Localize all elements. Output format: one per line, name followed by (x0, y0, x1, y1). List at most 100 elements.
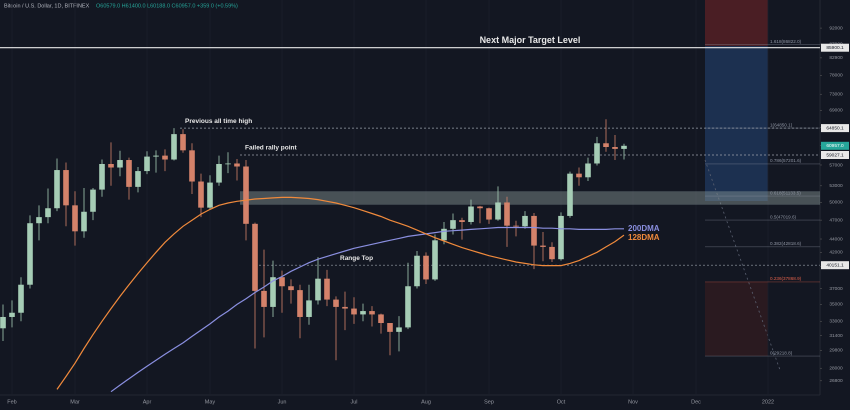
y-tick-label: 44000 (829, 236, 843, 242)
current-price-tag (821, 141, 849, 150)
candle-body (54, 170, 60, 209)
candle-body (495, 202, 501, 220)
candle-body (441, 228, 447, 241)
candle-body (18, 284, 24, 313)
candle-body (549, 246, 555, 260)
price-tag (821, 151, 849, 160)
fib-label: 0.5(47019.6) (770, 214, 797, 219)
y-tick-label: 82900 (829, 55, 843, 61)
candle-body (288, 286, 294, 291)
x-tick-label: Nov (628, 399, 638, 405)
candle-body (207, 182, 213, 208)
candle-body (333, 299, 339, 307)
y-tick-label: 73000 (829, 92, 843, 98)
candle-body (360, 311, 366, 315)
series-label: 128DMA (628, 233, 660, 242)
candle-body (486, 208, 492, 220)
candle-body (414, 255, 420, 287)
level-annotation: Previous all time high (185, 118, 252, 125)
candle-body (144, 156, 150, 172)
candle-body (225, 163, 231, 165)
candle-body (621, 145, 627, 149)
candle-body (189, 150, 195, 182)
y-tick-label: 92000 (829, 25, 843, 31)
candle-body (252, 223, 258, 291)
y-tick-label: 50000 (829, 200, 843, 206)
fib-label: 1.618(86822.0) (770, 39, 802, 44)
candle-body (72, 205, 78, 232)
candle-body (180, 134, 186, 151)
level-annotation: Next Major Target Level (480, 35, 581, 45)
candle-body (135, 171, 141, 187)
series-label: 200DMA (628, 224, 660, 233)
candle-body (315, 278, 321, 301)
y-tick-label: 42000 (829, 250, 843, 256)
candle-body (0, 316, 6, 329)
price-tag-label: 85900.1 (826, 45, 844, 51)
candle-body (234, 163, 240, 167)
candle-body (459, 220, 465, 222)
candle-body (243, 166, 249, 224)
candle-body (9, 312, 15, 317)
candle-body (387, 323, 393, 332)
zone (240, 191, 820, 205)
candle-body (576, 173, 582, 178)
candle-body (324, 278, 330, 300)
candle-body (153, 155, 159, 157)
x-tick-label: Aug (421, 399, 431, 405)
fib-label: 0(29218.8) (770, 350, 793, 355)
candle-body (162, 155, 168, 160)
price-tag-label: 64850.1 (826, 125, 844, 131)
current-price-label: 60957.0 (826, 143, 844, 149)
y-tick-label: 28000 (829, 366, 843, 372)
candle-body (27, 223, 33, 285)
y-tick-label: 53000 (829, 183, 843, 189)
y-tick-label: 29800 (829, 348, 843, 354)
candle-body (270, 277, 276, 307)
x-tick-label: Jun (278, 399, 287, 405)
candle-body (405, 286, 411, 328)
candle-body (171, 134, 177, 160)
level-annotation: Range Top (340, 255, 373, 262)
projection-red-bottom (705, 282, 768, 356)
y-tick-label: 26800 (829, 378, 843, 384)
candle-body (477, 206, 483, 209)
candle-body (63, 170, 69, 206)
fib-label: 0.236(37868.9) (770, 276, 802, 281)
candle-body (540, 245, 546, 247)
y-tick-label: 69000 (829, 108, 843, 114)
x-tick-label: 2022 (762, 399, 774, 405)
y-tick-label: 35000 (829, 302, 843, 308)
candle-body (99, 163, 105, 190)
candle-body (90, 189, 96, 212)
projection-box (704, 0, 781, 371)
x-tick-label: Jul (350, 399, 357, 405)
x-tick-label: Mar (70, 399, 80, 405)
x-tick-label: Apr (143, 399, 152, 405)
candle-body (423, 255, 429, 280)
x-tick-label: Dec (691, 399, 701, 405)
candle-body (198, 181, 204, 208)
candle-body (585, 163, 591, 178)
projection-diagonal (704, 159, 781, 371)
candle-body (603, 143, 609, 148)
candle-body (531, 215, 537, 246)
candle-body (432, 240, 438, 280)
candle-body (36, 217, 42, 224)
candle-body (351, 308, 357, 315)
y-tick-label: 37000 (829, 286, 843, 292)
projection-red-top (705, 0, 768, 46)
candle-body (108, 163, 114, 168)
y-tick-label: 33000 (829, 319, 843, 325)
y-tick-label: 47000 (829, 217, 843, 223)
y-tick-label: 57000 (829, 162, 843, 168)
fib-label: 0.786(57201.6) (770, 158, 802, 163)
candle-body (117, 160, 123, 168)
x-tick-label: Sep (484, 399, 494, 405)
moving-average (56, 196, 625, 390)
candle-body (45, 208, 51, 218)
y-tick-label: 31400 (829, 333, 843, 339)
candle-body (216, 163, 222, 183)
x-tick-label: Oct (557, 399, 566, 405)
candle-body (612, 147, 618, 149)
